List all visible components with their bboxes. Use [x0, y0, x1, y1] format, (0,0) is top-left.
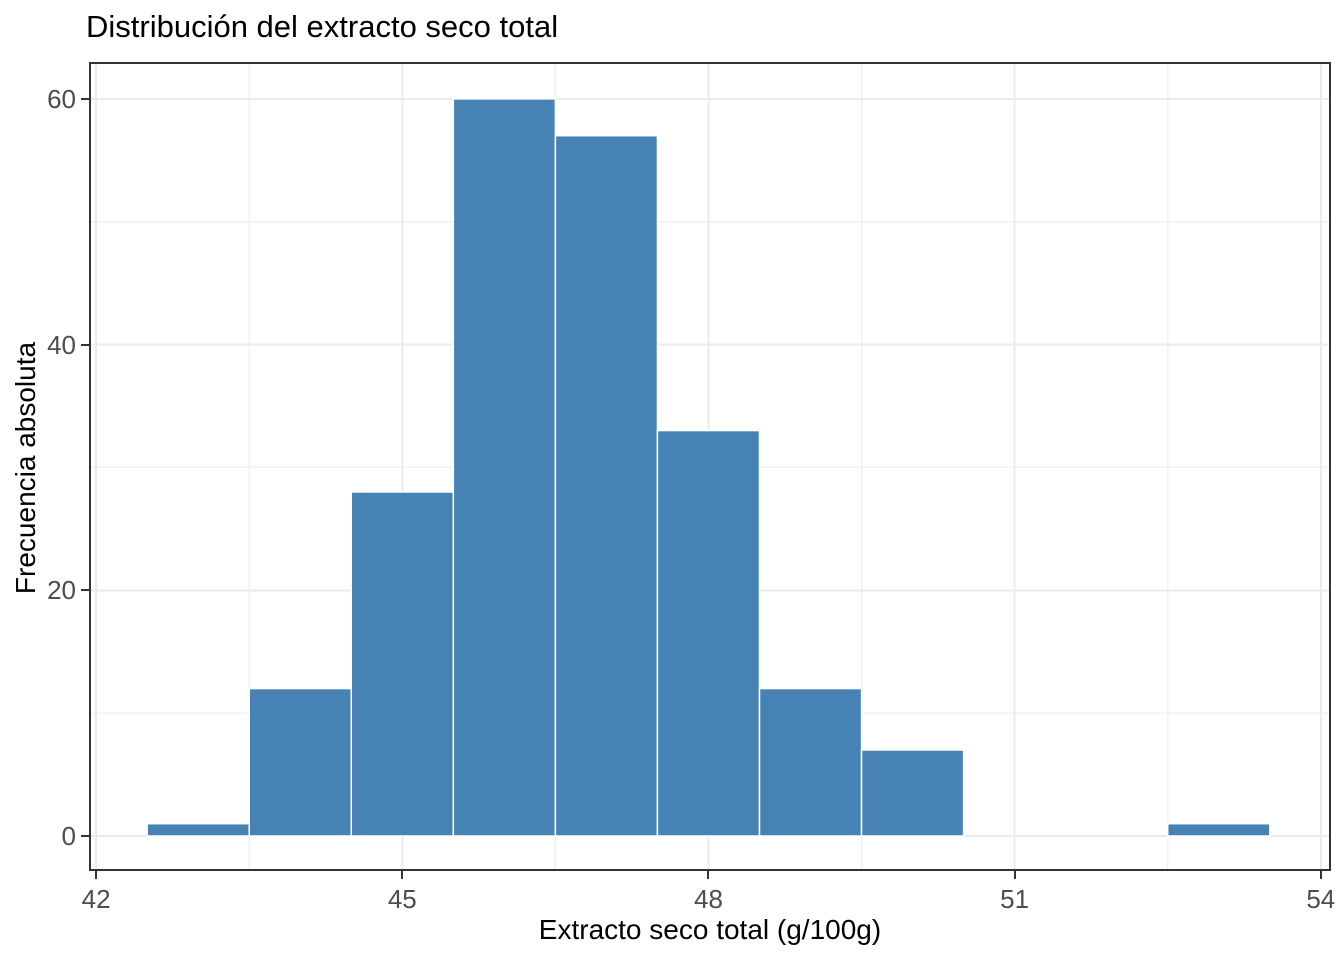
x-tick-label: 48	[694, 884, 723, 914]
y-tick-mark	[81, 97, 89, 100]
histogram-bar	[758, 687, 863, 837]
x-tick-label: 42	[81, 884, 111, 914]
x-tick-mark	[707, 871, 710, 879]
y-tick-label: 0	[61, 820, 76, 851]
y-tick-label: 60	[47, 83, 76, 114]
y-tick-label: 20	[47, 575, 76, 606]
y-tick-label: 40	[47, 329, 76, 360]
x-tick-mark	[1013, 871, 1016, 879]
x-tick-label: 45	[387, 884, 417, 914]
histogram-plot-area	[89, 62, 1331, 871]
x-tick-mark	[1319, 871, 1322, 879]
plot-panel	[89, 62, 1331, 871]
x-tick-mark	[401, 871, 404, 879]
histogram-bar	[452, 98, 557, 837]
chart-title: Distribución del extracto seco total	[86, 9, 559, 44]
panel-border	[89, 62, 1331, 871]
histogram-bar	[248, 687, 353, 837]
y-axis-title: Frecuencia absoluta	[10, 341, 41, 595]
histogram-bar	[1166, 822, 1271, 837]
y-tick-mark	[81, 834, 89, 837]
histogram-bar	[350, 491, 455, 837]
histogram-bar	[146, 822, 250, 837]
y-tick-mark	[81, 343, 89, 346]
y-tick-mark	[81, 589, 89, 592]
x-axis-title: Extracto seco total (g/100g)	[538, 914, 882, 945]
x-tick-label: 54	[1306, 884, 1336, 914]
histogram-bar	[656, 429, 761, 837]
x-tick-mark	[95, 871, 98, 879]
x-tick-label: 51	[1000, 884, 1030, 914]
histogram-bar	[554, 134, 659, 837]
histogram-bar	[860, 749, 965, 837]
